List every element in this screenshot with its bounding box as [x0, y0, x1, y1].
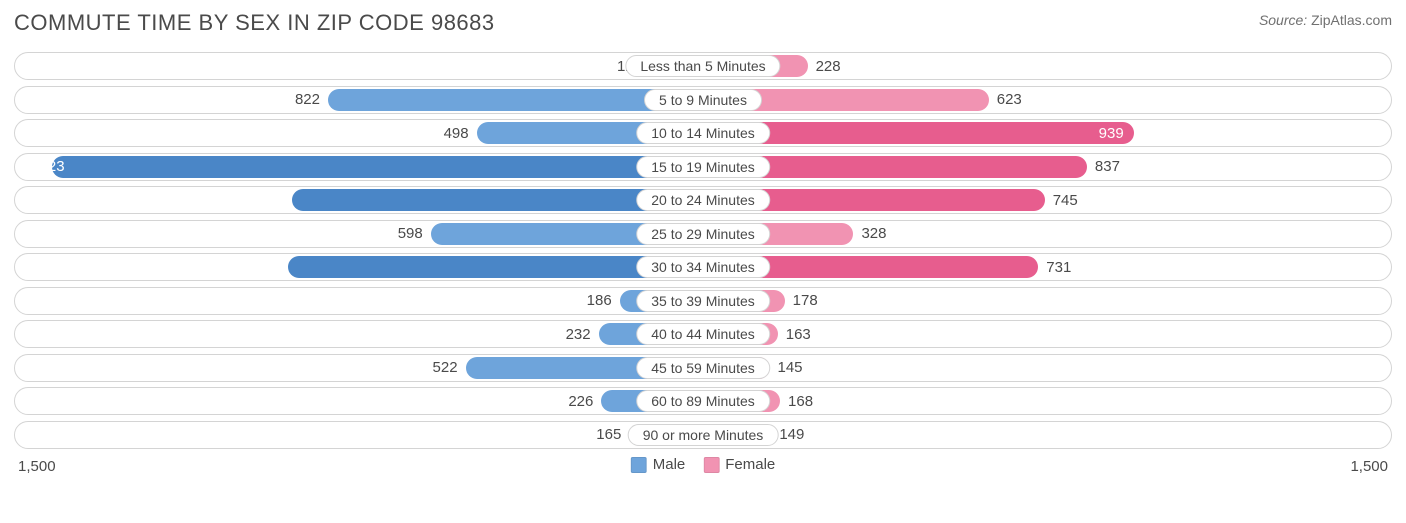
male-value: 822	[295, 89, 328, 111]
male-value: 1,423	[17, 156, 670, 178]
female-half: 745	[703, 189, 1391, 211]
female-value: 745	[1045, 189, 1078, 211]
chart-row: 226 168 60 to 89 Minutes	[14, 387, 1392, 415]
chart-source: Source: ZipAtlas.com	[1259, 10, 1392, 28]
female-value: 228	[808, 55, 841, 77]
female-half: 328	[703, 223, 1391, 245]
female-value: 178	[785, 290, 818, 312]
category-label: 45 to 59 Minutes	[636, 357, 770, 379]
male-value: 522	[433, 357, 466, 379]
legend-label: Male	[653, 456, 686, 473]
chart-row: 232 163 40 to 44 Minutes	[14, 320, 1392, 348]
category-label: 5 to 9 Minutes	[644, 89, 762, 111]
category-label: 60 to 89 Minutes	[636, 390, 770, 412]
male-half: 598	[17, 223, 705, 245]
male-value: 901	[17, 189, 430, 211]
category-label: 20 to 24 Minutes	[636, 189, 770, 211]
chart-footer: 1,500 1,500 Male Female	[14, 454, 1392, 482]
category-label: Less than 5 Minutes	[625, 55, 780, 77]
female-swatch-icon	[703, 457, 719, 473]
male-swatch-icon	[631, 457, 647, 473]
male-half: 1,423	[17, 156, 705, 178]
legend-item-male: Male	[631, 456, 686, 473]
female-value: 328	[853, 223, 886, 245]
male-half: 822	[17, 89, 705, 111]
female-half: 837	[703, 156, 1391, 178]
category-label: 90 or more Minutes	[628, 424, 779, 446]
chart-row: 165 14990 or more Minutes	[14, 421, 1392, 449]
female-half: 731	[703, 256, 1391, 278]
category-label: 10 to 14 Minutes	[636, 122, 770, 144]
legend-label: Female	[725, 456, 775, 473]
chart-row: 901 745 20 to 24 Minutes	[14, 186, 1392, 214]
male-value: 165	[596, 424, 629, 446]
axis-max-left: 1,500	[18, 458, 56, 475]
female-value: 168	[780, 390, 813, 412]
female-half: 178	[703, 290, 1391, 312]
male-value: 232	[566, 323, 599, 345]
female-half: 145	[703, 357, 1391, 379]
male-half: 232	[17, 323, 705, 345]
male-value: 598	[398, 223, 431, 245]
chart-header: COMMUTE TIME BY SEX IN ZIP CODE 98683 So…	[14, 10, 1392, 36]
male-half: 901	[17, 189, 705, 211]
male-half: 498	[17, 122, 705, 144]
female-value: 145	[770, 357, 803, 379]
category-label: 25 to 29 Minutes	[636, 223, 770, 245]
female-half: 149	[703, 424, 1391, 446]
chart-row: 498 93910 to 14 Minutes	[14, 119, 1392, 147]
chart-row: 120 228 Less than 5 Minutes	[14, 52, 1392, 80]
category-label: 30 to 34 Minutes	[636, 256, 770, 278]
female-value: 163	[778, 323, 811, 345]
female-half: 623	[703, 89, 1391, 111]
chart-row: 909 731 30 to 34 Minutes	[14, 253, 1392, 281]
chart-row: 522 14545 to 59 Minutes	[14, 354, 1392, 382]
axis-max-right: 1,500	[1350, 458, 1388, 475]
male-value: 226	[568, 390, 601, 412]
diverging-bar-chart: 120 228 Less than 5 Minutes 822 623 5 to 9 Mi…	[14, 52, 1392, 449]
chart-row: 822 623 5 to 9 Minutes	[14, 86, 1392, 114]
chart-row: 598 328 25 to 29 Minutes	[14, 220, 1392, 248]
male-half: 120	[17, 55, 705, 77]
male-half: 165	[17, 424, 705, 446]
legend-item-female: Female	[703, 456, 775, 473]
male-value: 909	[17, 256, 434, 278]
female-half: 168	[703, 390, 1391, 412]
chart-legend: Male Female	[631, 456, 776, 473]
category-label: 40 to 44 Minutes	[636, 323, 770, 345]
male-half: 226	[17, 390, 705, 412]
category-label: 35 to 39 Minutes	[636, 290, 770, 312]
female-value: 731	[1038, 256, 1071, 278]
female-value: 837	[1087, 156, 1120, 178]
male-half: 909	[17, 256, 705, 278]
female-half: 939	[703, 122, 1391, 144]
male-half: 186	[17, 290, 705, 312]
female-value: 623	[989, 89, 1022, 111]
male-value: 498	[444, 122, 477, 144]
female-half: 228	[703, 55, 1391, 77]
chart-row: 1,423 837 15 to 19 Minutes	[14, 153, 1392, 181]
male-half: 522	[17, 357, 705, 379]
female-half: 163	[703, 323, 1391, 345]
category-label: 15 to 19 Minutes	[636, 156, 770, 178]
chart-title: COMMUTE TIME BY SEX IN ZIP CODE 98683	[14, 10, 495, 36]
source-site: ZipAtlas.com	[1311, 12, 1392, 28]
chart-row: 186 178 35 to 39 Minutes	[14, 287, 1392, 315]
male-value: 186	[587, 290, 620, 312]
source-prefix: Source:	[1259, 12, 1311, 28]
